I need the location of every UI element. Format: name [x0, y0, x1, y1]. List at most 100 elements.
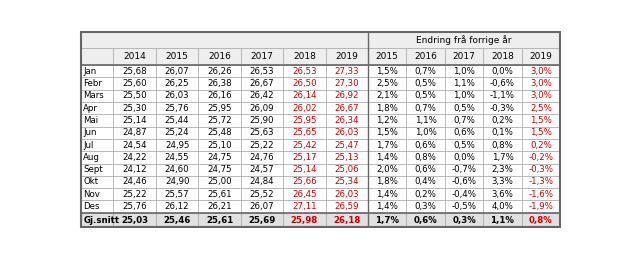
Text: 1,5%: 1,5%: [376, 128, 398, 137]
Bar: [198, 213, 241, 227]
Bar: [114, 126, 156, 139]
Bar: [81, 139, 114, 151]
Bar: [406, 176, 445, 188]
Bar: [283, 114, 326, 126]
Bar: [445, 77, 483, 90]
Bar: [156, 213, 198, 227]
Bar: [241, 164, 283, 176]
Bar: [368, 102, 406, 114]
Bar: [522, 188, 560, 200]
Bar: [114, 48, 156, 65]
Bar: [241, 102, 283, 114]
Text: 25,24: 25,24: [165, 128, 189, 137]
Bar: [522, 77, 560, 90]
Bar: [406, 176, 445, 188]
Bar: [283, 139, 326, 151]
Bar: [368, 151, 406, 164]
Text: 1,5%: 1,5%: [530, 128, 552, 137]
Text: 26,16: 26,16: [208, 91, 232, 100]
Bar: [326, 200, 368, 213]
Bar: [198, 213, 241, 227]
Bar: [445, 126, 483, 139]
Bar: [326, 176, 368, 188]
Text: 0,5%: 0,5%: [453, 141, 475, 150]
Bar: [522, 164, 560, 176]
Text: 25,47: 25,47: [334, 141, 359, 150]
Bar: [114, 151, 156, 164]
Bar: [283, 65, 326, 77]
Bar: [241, 90, 283, 102]
Bar: [445, 65, 483, 77]
Bar: [81, 151, 114, 164]
Bar: [81, 102, 114, 114]
Bar: [241, 176, 283, 188]
Bar: [326, 188, 368, 200]
Bar: [368, 213, 406, 227]
Bar: [326, 90, 368, 102]
Bar: [156, 213, 198, 227]
Text: 1,7%: 1,7%: [376, 141, 398, 150]
Bar: [326, 188, 368, 200]
Bar: [283, 164, 326, 176]
Bar: [283, 176, 326, 188]
Text: 24,55: 24,55: [165, 153, 189, 162]
Bar: [522, 65, 560, 77]
Bar: [483, 200, 522, 213]
Bar: [406, 65, 445, 77]
Bar: [483, 151, 522, 164]
Text: Jul: Jul: [83, 141, 94, 150]
Bar: [522, 151, 560, 164]
Bar: [406, 102, 445, 114]
Text: Endring frå forrige år: Endring frå forrige år: [416, 35, 512, 45]
Bar: [198, 200, 241, 213]
Bar: [483, 164, 522, 176]
Bar: [114, 65, 156, 77]
Text: 2016: 2016: [208, 52, 231, 61]
Text: 26,45: 26,45: [292, 190, 317, 199]
Text: 25,13: 25,13: [334, 153, 359, 162]
Bar: [81, 176, 114, 188]
Bar: [156, 164, 198, 176]
Bar: [368, 32, 560, 48]
Bar: [406, 77, 445, 90]
Bar: [326, 65, 368, 77]
Text: 2018: 2018: [491, 52, 514, 61]
Bar: [156, 176, 198, 188]
Bar: [522, 77, 560, 90]
Text: 0,2%: 0,2%: [491, 116, 513, 125]
Text: 26,38: 26,38: [208, 79, 232, 88]
Bar: [326, 126, 368, 139]
Text: 1,0%: 1,0%: [453, 67, 475, 76]
Bar: [483, 139, 522, 151]
Bar: [406, 164, 445, 176]
Bar: [522, 176, 560, 188]
Bar: [368, 32, 560, 48]
Bar: [406, 151, 445, 164]
Bar: [156, 126, 198, 139]
Text: 0,0%: 0,0%: [453, 153, 475, 162]
Text: 1,0%: 1,0%: [453, 91, 475, 100]
Bar: [483, 200, 522, 213]
Bar: [368, 65, 406, 77]
Bar: [483, 176, 522, 188]
Bar: [522, 90, 560, 102]
Text: -1,3%: -1,3%: [528, 177, 553, 186]
Text: Febr: Febr: [83, 79, 102, 88]
Bar: [522, 102, 560, 114]
Bar: [81, 90, 114, 102]
Bar: [241, 200, 283, 213]
Text: 1,4%: 1,4%: [376, 202, 398, 211]
Bar: [241, 77, 283, 90]
Text: 1,1%: 1,1%: [491, 216, 514, 225]
Bar: [483, 126, 522, 139]
Bar: [483, 65, 522, 77]
Bar: [241, 126, 283, 139]
Bar: [445, 151, 483, 164]
Bar: [406, 65, 445, 77]
Text: 2,0%: 2,0%: [376, 165, 398, 174]
Bar: [522, 65, 560, 77]
Bar: [326, 114, 368, 126]
Bar: [198, 176, 241, 188]
Text: 26,26: 26,26: [208, 67, 232, 76]
Text: 0,0%: 0,0%: [491, 67, 513, 76]
